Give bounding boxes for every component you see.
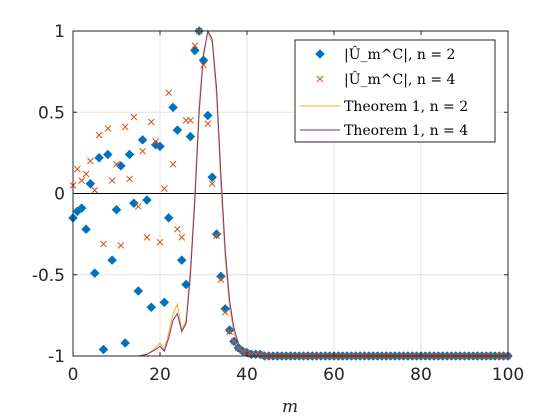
data-point-s0-14 [129, 198, 139, 209]
legend-marker-0 [315, 49, 325, 59]
data-point-s1-38 [234, 344, 242, 352]
data-point-s0-11 [115, 161, 126, 171]
data-point-s1-28 [191, 42, 199, 49]
data-point-s0-21 [159, 297, 170, 308]
legend-label-2: Theorem 1, n = 2 [344, 99, 468, 115]
data-point-s1-32 [208, 180, 216, 188]
data-point-s1-36 [226, 328, 233, 335]
data-point-s0-18 [146, 302, 157, 313]
data-point-s1-5 [91, 186, 99, 194]
x-tick-label-1: 20 [149, 365, 171, 385]
legend-box [294, 39, 496, 143]
data-point-s0-17 [142, 195, 152, 205]
data-point-s1-17 [143, 234, 151, 241]
data-point-s1-11 [117, 242, 125, 249]
data-point-s1-4 [87, 157, 94, 165]
data-point-s0-12 [120, 338, 131, 348]
data-point-s0-10 [111, 204, 122, 215]
data-point-s0-25 [176, 255, 187, 265]
data-point-s0-22 [163, 213, 174, 223]
legend-label-3: Theorem 1, n = 4 [344, 123, 468, 139]
legend-label-1: |Û_m^C|, n = 4 [344, 70, 455, 88]
data-point-s1-39 [239, 347, 247, 355]
data-point-s0-35 [220, 304, 231, 314]
data-point-s1-10 [113, 160, 120, 168]
data-point-s1-13 [126, 175, 133, 183]
axis-ticks: 0 20 40 60 80 100 -1 -0.5 0 0.5 1 [32, 22, 524, 385]
data-point-s1-9 [108, 177, 116, 184]
x-axis-label: m [282, 397, 298, 417]
data-point-s1-24 [174, 225, 181, 233]
data-point-s0-6 [94, 152, 104, 163]
data-point-s0-16 [137, 135, 148, 145]
data-point-s1-35 [221, 308, 229, 316]
data-point-s1-20 [156, 238, 164, 246]
y-tick-label-4: 1 [54, 22, 65, 42]
data-point-s1-19 [152, 138, 160, 145]
data-point-s1-21 [160, 185, 168, 192]
data-point-s1-22 [165, 89, 173, 97]
y-tick-label-2: 0 [54, 185, 65, 205]
x-tick-label-4: 80 [410, 365, 432, 385]
x-tick-label-3: 60 [323, 365, 345, 385]
data-point-s0-24 [172, 125, 183, 135]
data-point-s1-18 [147, 118, 155, 126]
data-point-s1-34 [217, 276, 225, 283]
data-point-s0-8 [102, 149, 113, 160]
data-point-s0-9 [107, 255, 118, 265]
data-point-s0-33 [211, 229, 222, 239]
data-point-s0-26 [181, 279, 191, 290]
data-point-s0-15 [133, 286, 144, 296]
data-point-s1-27 [187, 117, 194, 124]
y-tick-label-0: -1 [48, 347, 65, 367]
data-point-s1-3 [82, 170, 90, 178]
data-point-s1-6 [95, 131, 103, 139]
data-point-s1-30 [200, 61, 207, 69]
data-point-s0-7 [98, 344, 109, 355]
data-point-s0-13 [124, 149, 135, 160]
data-point-s0-23 [168, 102, 178, 113]
x-tick-label-2: 40 [236, 365, 258, 385]
data-point-s1-23 [169, 160, 177, 168]
data-point-s0-31 [202, 110, 213, 121]
data-point-s0-27 [185, 131, 196, 142]
data-point-s0-32 [207, 172, 218, 183]
data-point-s0-5 [89, 268, 100, 278]
data-point-s1-16 [139, 147, 146, 155]
data-point-s1-37 [230, 338, 238, 345]
legend-label-0: |Û_m^C|, n = 2 [344, 45, 455, 63]
data-point-s1-12 [121, 123, 129, 131]
data-point-s0-34 [216, 271, 226, 282]
data-point-s1-2 [78, 177, 86, 184]
data-point-s1-25 [178, 234, 186, 241]
data-point-s1-8 [104, 125, 112, 132]
legend: |Û_m^C|, n = 2 |Û_m^C|, n = 4 Theorem 1, n… [294, 39, 496, 143]
data-point-s1-1 [73, 165, 81, 173]
data-point-s1-14 [130, 113, 138, 121]
data-point-s0-2 [76, 203, 87, 213]
data-point-s0-3 [81, 224, 91, 235]
data-point-s1-7 [100, 240, 107, 248]
data-point-s1-33 [213, 232, 220, 240]
x-tick-label-5: 100 [492, 365, 524, 385]
data-point-s1-31 [204, 120, 212, 127]
data-point-s0-36 [224, 325, 235, 335]
data-point-s0-4 [85, 178, 96, 189]
legend-marker-1 [316, 75, 324, 83]
data-point-s1-15 [134, 203, 142, 210]
y-tick-label-1: -0.5 [32, 266, 65, 286]
x-tick-label-0: 0 [68, 365, 79, 385]
y-tick-label-3: 0.5 [38, 103, 65, 123]
